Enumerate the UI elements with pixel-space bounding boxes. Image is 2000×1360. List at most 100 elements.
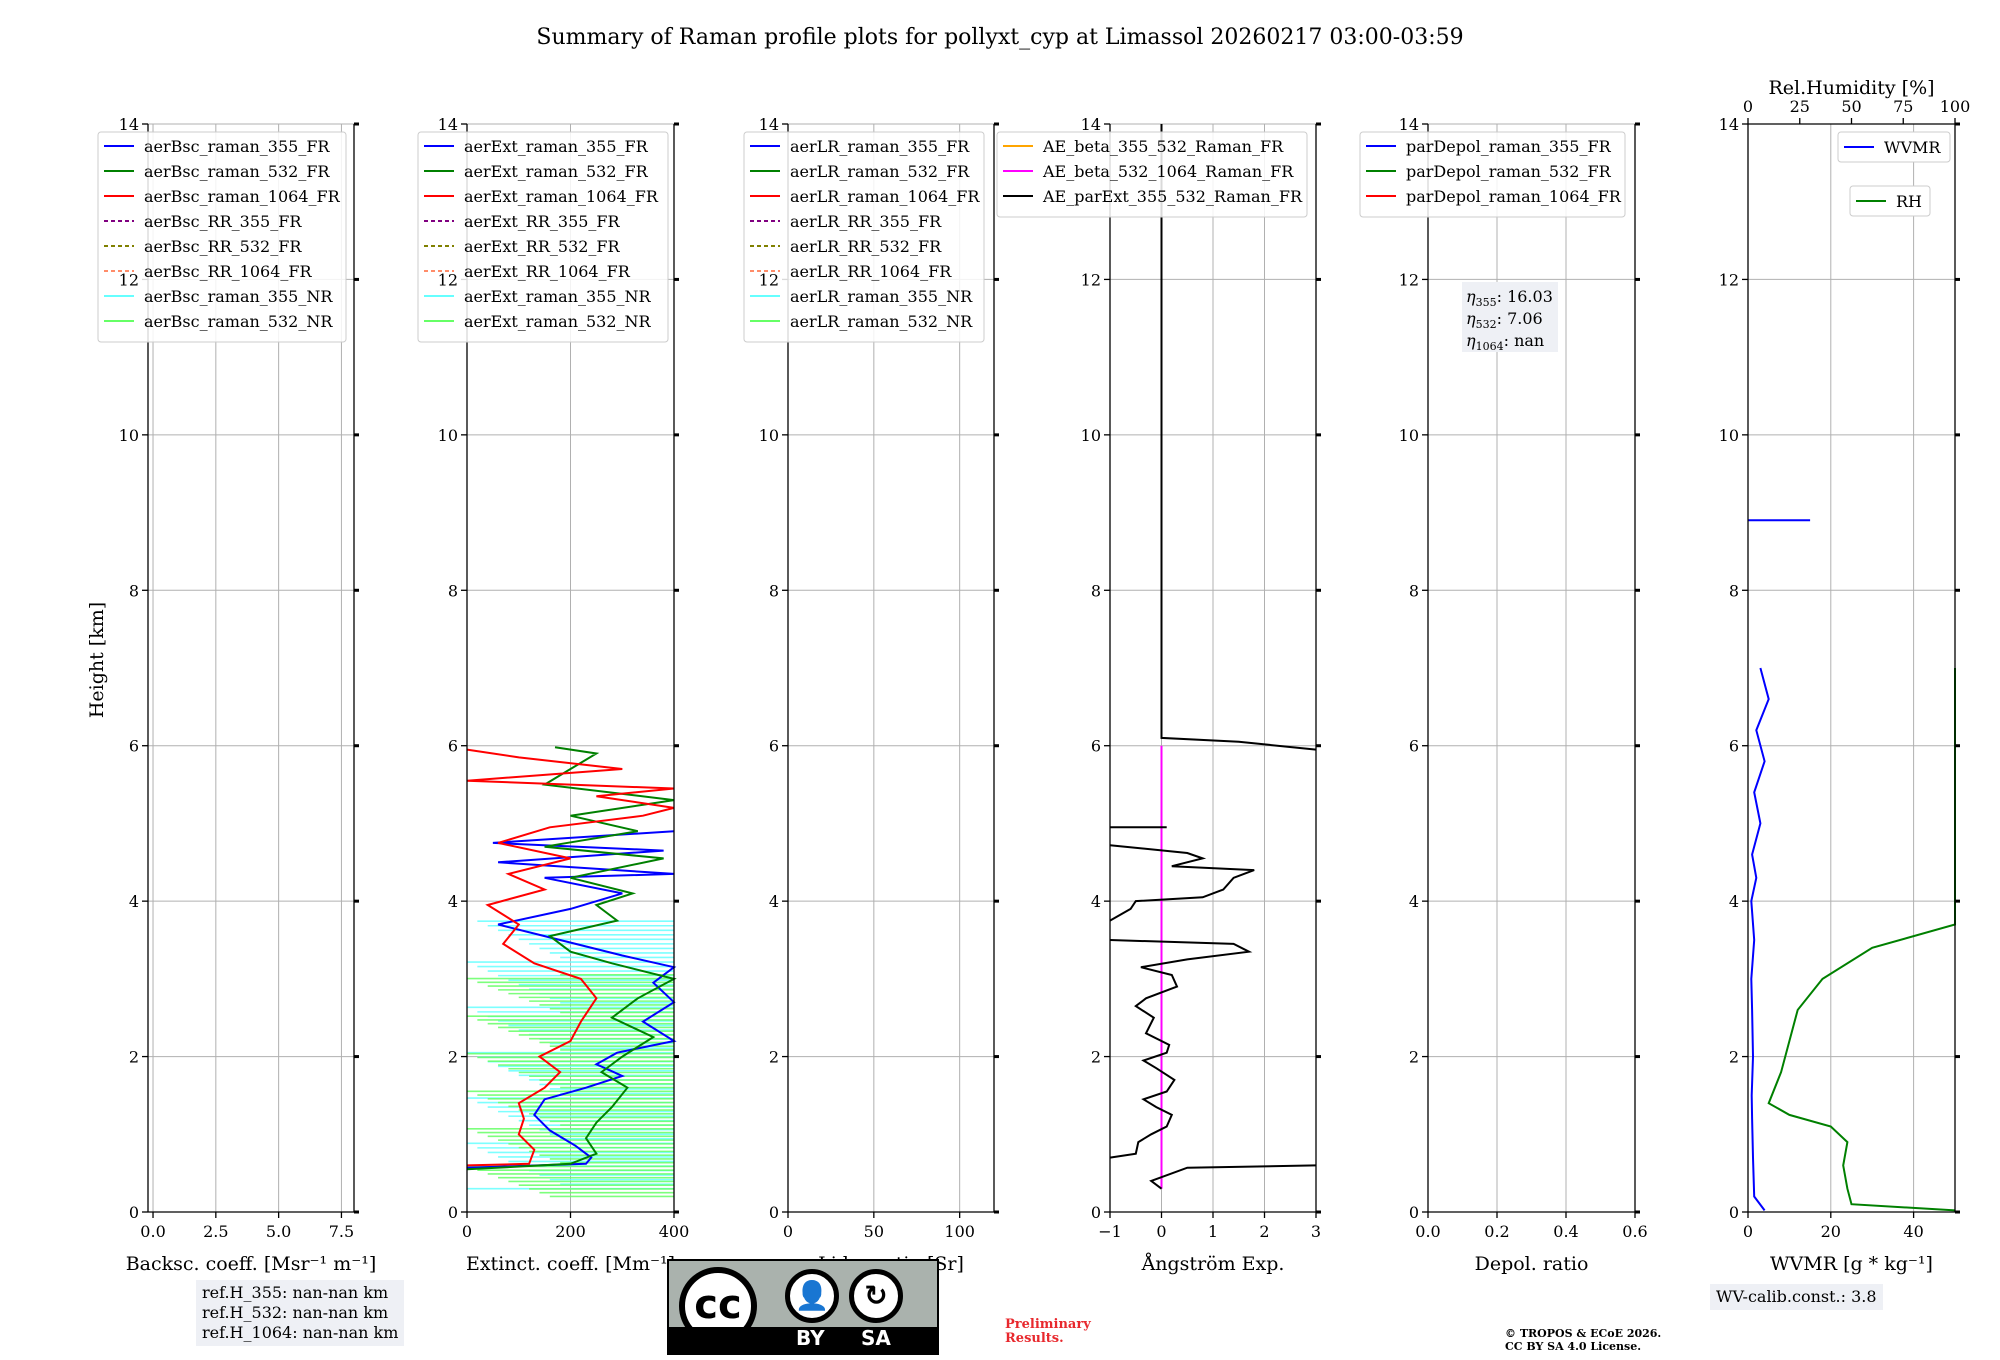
x-axis-label: Extinct. coeff. [Mm⁻¹]: [466, 1253, 675, 1275]
y-tick-label: 12: [1399, 270, 1419, 289]
y-tick-label: 8: [769, 581, 779, 600]
y-tick-label: 14: [1399, 115, 1419, 134]
y-tick-label: 10: [1399, 426, 1419, 445]
y-tick-label: 8: [1729, 581, 1739, 600]
legend-label: aerBsc_RR_532_FR: [144, 237, 302, 256]
legend-label: aerLR_raman_355_NR: [790, 287, 973, 306]
ref-height-box: ref.H_355: nan-nan km ref.H_532: nan-nan…: [196, 1280, 405, 1346]
x-tick-label: 7.5: [329, 1222, 354, 1241]
attribution-person-icon: 👤: [785, 1269, 839, 1323]
x2-tick-label: 100: [1940, 97, 1971, 116]
legend-label: aerExt_raman_355_NR: [464, 287, 652, 306]
legend-label: WVMR: [1884, 138, 1941, 157]
x-tick-label: 0.4: [1553, 1222, 1578, 1241]
legend-label: aerExt_RR_355_FR: [464, 212, 621, 231]
y-tick-label: 6: [129, 737, 139, 756]
x-tick-label: 50: [864, 1222, 884, 1241]
license-by-label: BY: [796, 1326, 825, 1350]
preliminary-line-2: Results.: [1005, 1331, 1064, 1346]
license-sa-label: SA: [861, 1326, 891, 1350]
x2-tick-label: 25: [1790, 97, 1810, 116]
legend-label: parDepol_raman_532_FR: [1406, 162, 1612, 181]
x-tick-label: 2: [1259, 1222, 1269, 1241]
x-tick-label: 200: [555, 1222, 586, 1241]
panel-ae: [996, 122, 1321, 1218]
legend-box: [1837, 131, 1951, 163]
y-tick-label: 10: [1719, 426, 1739, 445]
legend-label: aerExt_raman_1064_FR: [464, 187, 659, 206]
y-tick-label: 6: [1729, 737, 1739, 756]
legend-label: parDepol_raman_1064_FR: [1406, 187, 1622, 206]
y-tick-label: 12: [759, 270, 779, 289]
x2-tick-label: 75: [1893, 97, 1913, 116]
cc-license-badge: cc 👤 ↻ BY SA: [667, 1259, 939, 1355]
panel-lr: [743, 122, 999, 1218]
share-alike-icon: ↻: [849, 1269, 903, 1323]
legend-label: parDepol_raman_355_FR: [1406, 137, 1612, 156]
legend-box: [996, 131, 1308, 218]
panel-ext: [417, 122, 679, 1218]
x2-tick-label: 50: [1841, 97, 1861, 116]
y-tick-label: 0: [448, 1203, 458, 1222]
series-rh: [1767, 668, 1956, 1212]
series-aerext_raman_532_fr: [466, 746, 677, 1171]
series-ae_parext_355_532_raman_fr_b: [1109, 939, 1253, 1159]
copyright-note: © TROPOS & ECoE 2026. CC BY SA 4.0 Licen…: [1505, 1327, 1661, 1353]
x-axis-label: Depol. ratio: [1475, 1253, 1589, 1275]
legend-box: [97, 131, 347, 343]
x-tick-label: 1: [1208, 1222, 1218, 1241]
legend-label: aerBsc_RR_1064_FR: [144, 262, 313, 281]
series-aerext_raman_1064_fr: [466, 748, 675, 1167]
y-tick-label: 0: [1729, 1203, 1739, 1222]
series-ae_parext_355_532_raman_fr_e: [1160, 124, 1317, 751]
series-wvmr: [1750, 667, 1770, 1211]
copyright-line-1: © TROPOS & ECoE 2026.: [1505, 1327, 1662, 1340]
y-tick-label: 2: [1091, 1048, 1101, 1067]
y-tick-label: 2: [1729, 1048, 1739, 1067]
x-axis-label: WVMR [g * kg⁻¹]: [1770, 1253, 1933, 1275]
x-tick-label: 0.0: [1415, 1222, 1440, 1241]
y-tick-label: 4: [1091, 892, 1101, 911]
y-tick-label: 6: [448, 737, 458, 756]
legend-label: AE_beta_355_532_Raman_FR: [1042, 137, 1284, 156]
legend-label: aerLR_raman_532_FR: [790, 162, 970, 181]
y-tick-label: 8: [129, 581, 139, 600]
y-tick-label: 14: [438, 115, 458, 134]
legend-label: aerLR_raman_532_NR: [790, 312, 973, 331]
y-tick-label: 0: [769, 1203, 779, 1222]
x-tick-label: 0.0: [140, 1222, 165, 1241]
y-tick-label: 8: [1091, 581, 1101, 600]
y-tick-label: 12: [119, 270, 139, 289]
legend-label: aerExt_RR_1064_FR: [464, 262, 631, 281]
x2-axis-label: Rel.Humidity [%]: [1768, 77, 1934, 99]
eta-532: η532: 7.06: [1466, 309, 1543, 331]
x-tick-label: 40: [1903, 1222, 1923, 1241]
legend-label: aerLR_raman_355_FR: [790, 137, 970, 156]
y-tick-label: 6: [1091, 737, 1101, 756]
ref-height-1064: ref.H_1064: nan-nan km: [202, 1323, 399, 1342]
x-tick-label: 100: [944, 1222, 975, 1241]
y-tick-label: 8: [448, 581, 458, 600]
legend-label: RH: [1896, 192, 1922, 211]
y-tick-label: 4: [1409, 892, 1419, 911]
y-tick-label: 2: [448, 1048, 458, 1067]
x-tick-label: 400: [659, 1222, 690, 1241]
y-tick-label: 14: [119, 115, 139, 134]
legend-box: [743, 131, 985, 343]
ref-height-532: ref.H_532: nan-nan km: [202, 1303, 389, 1322]
x-tick-label: 0: [783, 1222, 793, 1241]
y-tick-label: 2: [129, 1048, 139, 1067]
y-tick-label: 14: [1719, 115, 1739, 134]
x-tick-label: 3: [1311, 1222, 1321, 1241]
legend-label: aerBsc_raman_355_NR: [144, 287, 333, 306]
y-tick-label: 0: [1091, 1203, 1101, 1222]
legend-label: aerBsc_RR_355_FR: [144, 212, 302, 231]
y-tick-label: 14: [759, 115, 779, 134]
legend-label: aerExt_RR_532_FR: [464, 237, 621, 256]
wv-calib-box: WV-calib.const.: 3.8: [1710, 1284, 1883, 1310]
y-tick-label: 2: [769, 1048, 779, 1067]
series-ae_parext_355_532_raman_fr: [1149, 1164, 1317, 1190]
y-tick-label: 8: [1409, 581, 1419, 600]
legend-label: aerBsc_raman_355_FR: [144, 137, 330, 156]
